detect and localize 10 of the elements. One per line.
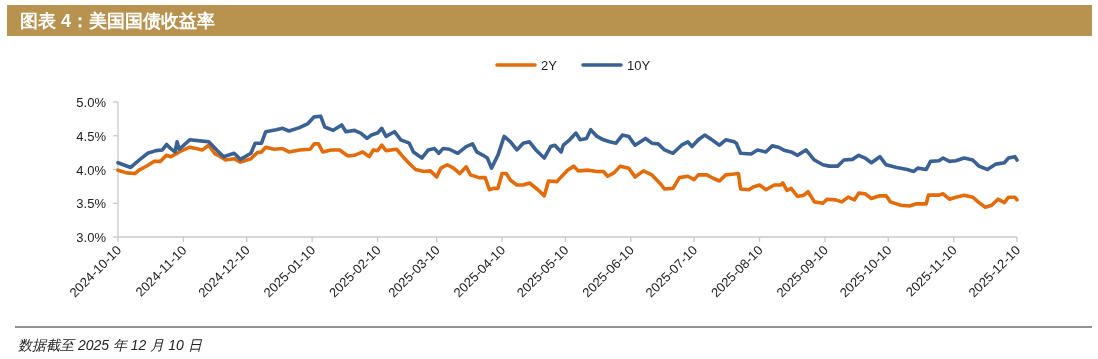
y-tick-label: 3.5% (76, 196, 107, 212)
legend-label: 2Y (541, 58, 558, 73)
title: 图表 4：美国国债收益率 (7, 5, 1092, 36)
legend-label: 10Y (627, 58, 651, 73)
y-tick-label: 4.0% (76, 162, 107, 178)
y-tick-label: 4.5% (76, 128, 107, 144)
chart-title: 图表 4：美国国债收益率 (20, 11, 216, 31)
y-tick-label: 3.0% (76, 230, 107, 245)
text: 数据截至 2025 年 12 月 10 日 (18, 337, 203, 353)
y-tick-label: 5.0% (76, 95, 107, 110)
